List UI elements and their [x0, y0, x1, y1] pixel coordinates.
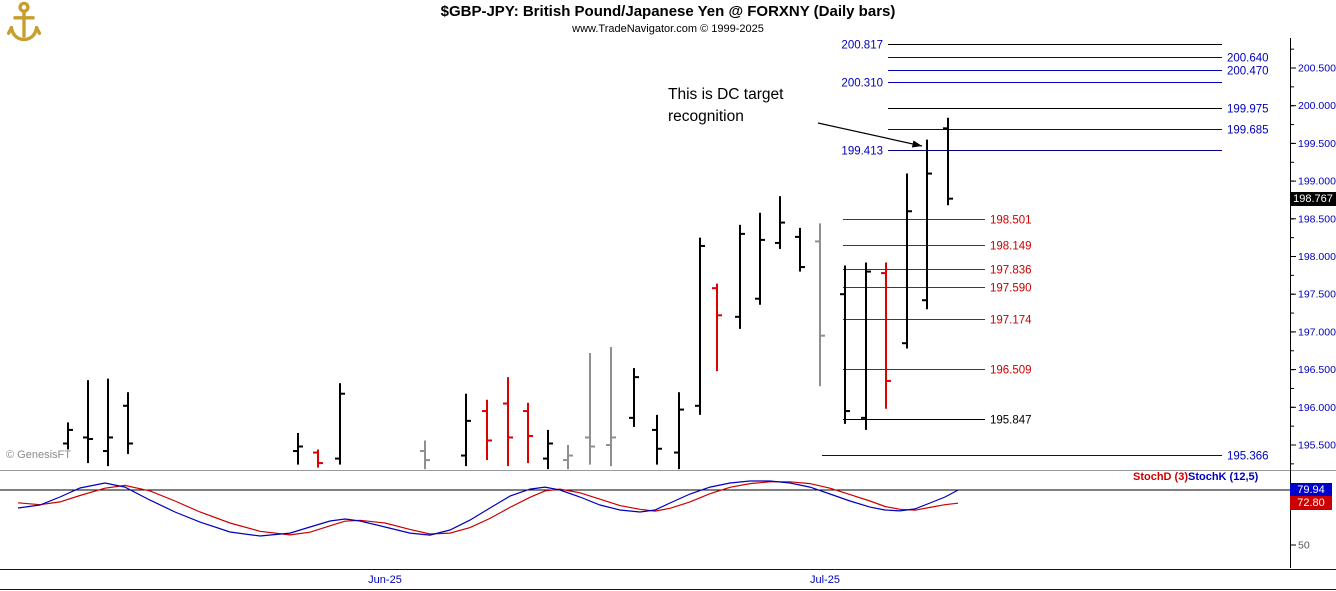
price-level[interactable]: 199.975 [888, 104, 1269, 116]
price-axis-label: 200.500 [1298, 63, 1336, 75]
price-axis: 200.500 200.000 199.500 199.000 198.500 198.0… [1290, 38, 1336, 568]
price-level-label: 198.501 [990, 215, 1032, 227]
ohlc-bar[interactable] [503, 377, 513, 467]
last-price-badge: 198.767 [1290, 192, 1336, 206]
price-level[interactable]: 198.501 [843, 215, 1032, 227]
price-level[interactable]: 200.640 [888, 53, 1269, 65]
ohlc-bar[interactable] [735, 224, 745, 329]
price-axis-label: 197.000 [1298, 326, 1336, 338]
ohlc-bar[interactable] [83, 380, 93, 464]
price-level[interactable]: 199.685 [888, 125, 1269, 137]
panel-separators [0, 470, 1336, 590]
price-level-label: 195.366 [1227, 451, 1269, 463]
ohlc-bar[interactable] [795, 227, 805, 272]
date-axis: Jun-25 Jul-25 [368, 574, 840, 586]
stochastic-panel: 50 [0, 480, 1310, 552]
ohlc-bar[interactable] [712, 283, 722, 372]
price-level-label: 197.836 [990, 265, 1032, 277]
ohlc-bar[interactable] [585, 353, 595, 465]
price-level-label: 200.817 [841, 40, 883, 52]
stochd-value-badge: 72.80 [1290, 496, 1332, 510]
price-axis-label: 198.500 [1298, 213, 1336, 225]
annotation-text[interactable]: This is DC target recognition [668, 86, 784, 126]
chart-title: $GBP-JPY: British Pound/Japanese Yen @ F… [440, 3, 896, 20]
date-axis-label: Jul-25 [810, 574, 840, 586]
price-axis-label: 196.000 [1298, 402, 1336, 414]
stoch-axis-label: 50 [1298, 540, 1310, 552]
price-level[interactable]: 197.590 [843, 283, 1032, 295]
legend-stochd[interactable]: StochD (3) [1133, 471, 1188, 483]
ohlc-bar[interactable] [123, 392, 133, 455]
ohlc-bar[interactable] [652, 414, 662, 465]
price-axis-label: 200.000 [1298, 100, 1336, 112]
ohlc-bar[interactable] [563, 445, 573, 470]
price-level[interactable]: 198.149 [843, 241, 1032, 253]
chart-subtitle: www.TradeNavigator.com © 1999-2025 [572, 23, 764, 35]
ohlc-bar[interactable] [335, 383, 345, 465]
price-level-label: 195.847 [990, 415, 1032, 427]
ohlc-bar[interactable] [840, 265, 850, 424]
price-level-label: 199.413 [841, 146, 883, 158]
price-level[interactable]: 200.817 [841, 40, 1222, 52]
stochd-line[interactable] [17, 481, 959, 536]
price-level[interactable]: 195.847 [843, 415, 1032, 427]
price-level[interactable]: 199.413 [841, 146, 1222, 158]
price-level-label: 200.470 [1227, 66, 1269, 78]
price-level-label: 197.590 [990, 283, 1032, 295]
ohlc-bar[interactable] [674, 392, 684, 470]
ohlc-bar[interactable] [523, 402, 533, 464]
annotation-arrow[interactable] [817, 122, 923, 148]
price-level-label: 197.174 [990, 315, 1032, 327]
ohlc-bar[interactable] [861, 262, 871, 430]
ohlc-bar[interactable] [606, 346, 616, 467]
price-axis-label: 197.500 [1298, 289, 1336, 301]
ohlc-bar[interactable] [902, 173, 912, 349]
ohlc-bar[interactable] [695, 237, 705, 415]
price-level[interactable]: 197.174 [843, 315, 1032, 327]
price-axis-label: 199.500 [1298, 138, 1336, 150]
ohlc-bar[interactable] [63, 422, 73, 450]
price-level[interactable]: 200.310 [841, 78, 1222, 90]
stochk-line[interactable] [17, 480, 959, 537]
price-level-label: 199.975 [1227, 104, 1269, 116]
ohlc-bar[interactable] [103, 378, 113, 467]
ohlc-bar[interactable] [922, 139, 932, 310]
ohlc-bar[interactable] [313, 449, 323, 468]
ohlc-bar[interactable] [815, 223, 825, 387]
price-axis-label: 198.000 [1298, 251, 1336, 263]
ohlc-bar[interactable] [482, 399, 492, 461]
price-level-label: 199.685 [1227, 125, 1269, 137]
ohlc-bar[interactable] [755, 212, 765, 305]
ohlc-bar[interactable] [943, 117, 953, 206]
price-axis-label: 196.500 [1298, 364, 1336, 376]
ohlc-bar[interactable] [461, 393, 471, 467]
price-level[interactable]: 196.509 [843, 365, 1032, 377]
price-level[interactable]: 197.836 [843, 265, 1032, 277]
ohlc-bar[interactable] [543, 429, 553, 470]
genesis-anchor-logo-icon [6, 1, 42, 43]
price-level[interactable]: 200.470 [888, 66, 1269, 78]
ohlc-bar[interactable] [881, 262, 891, 409]
genesisft-watermark: © GenesisFT [6, 449, 71, 461]
legend-stochk[interactable]: StochK (12,5) [1188, 471, 1259, 483]
price-level-label: 200.640 [1227, 53, 1269, 65]
price-axis-label: 199.000 [1298, 176, 1336, 188]
ohlc-bar[interactable] [775, 196, 785, 249]
price-bars [63, 117, 953, 470]
ohlc-bar[interactable] [293, 432, 303, 465]
price-level[interactable]: 195.366 [822, 451, 1269, 463]
ohlc-bar[interactable] [629, 368, 639, 427]
stochk-value-badge: 79.94 [1290, 483, 1332, 497]
ohlc-bar[interactable] [420, 440, 430, 470]
price-level-label: 196.509 [990, 365, 1032, 377]
price-level-label: 200.310 [841, 78, 883, 90]
date-axis-label: Jun-25 [368, 574, 402, 586]
price-level-label: 198.149 [990, 241, 1032, 253]
price-axis-label: 195.500 [1298, 440, 1336, 452]
